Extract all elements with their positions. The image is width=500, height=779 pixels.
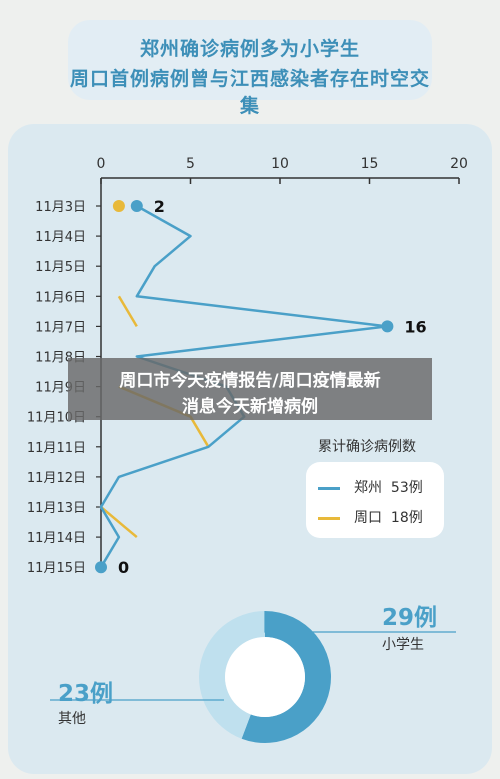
legend-total-zhoukou: 18例 (390, 510, 423, 526)
legend-swatch-zhoukou (318, 516, 340, 520)
data-label-0: 2 (154, 197, 165, 216)
overlay-line-2: 消息今天新增病例 (182, 397, 318, 417)
data-point-zhengzhou-0 (130, 200, 143, 212)
pie-value-students: 29例 (382, 605, 438, 631)
x-tick-label-4: 20 (450, 156, 468, 172)
pie-center-hole (225, 637, 305, 717)
legend-swatch-zhengzhou (318, 486, 340, 490)
legend-item-zhoukou: 周口 18例 (318, 507, 423, 527)
data-label-1: 16 (404, 317, 426, 336)
category-label-11: 11月14日 (27, 531, 86, 546)
x-tick-label-1: 5 (186, 156, 195, 172)
x-tick-label-0: 0 (97, 156, 106, 172)
title-line-2: 周口首例病例曾与江西感染者存在时空交集 (69, 68, 430, 117)
overlay-banner: 周口市今天疫情报告/周口疫情最新 消息今天新增病例 (68, 358, 432, 420)
data-point-zhengzhou-4 (381, 320, 394, 333)
category-label-9: 11月12日 (27, 471, 86, 486)
x-tick-label-2: 10 (271, 156, 289, 172)
x-tick-label-3: 15 (361, 156, 379, 172)
category-label-0: 11月3日 (35, 200, 86, 215)
data-label-2: 0 (118, 558, 129, 577)
title-line-1: 郑州确诊病例多为小学生 (139, 38, 360, 60)
pie-label-students: 小学生 (382, 637, 424, 653)
category-label-4: 11月7日 (35, 320, 86, 335)
legend-title: 累计确诊病例数 (318, 439, 416, 455)
legend-label-zhoukou: 周口 (354, 510, 382, 526)
pie-value-other: 23例 (58, 681, 114, 707)
legend-item-zhengzhou: 郑州 53例 (318, 477, 423, 497)
pie-slice-1 (198, 611, 265, 739)
category-label-3: 11月6日 (35, 290, 86, 305)
series-line-zhoukou-3 (100, 506, 138, 539)
category-label-10: 11月13日 (27, 501, 86, 516)
category-label-1: 11月4日 (35, 230, 86, 245)
data-point-zhoukou-0 (112, 200, 125, 212)
series-line-zhoukou-1 (117, 295, 138, 328)
legend-label-zhengzhou: 郑州 (354, 480, 382, 496)
category-label-12: 11月15日 (27, 561, 86, 576)
pie-leader-students (264, 611, 456, 633)
title-box: 郑州确诊病例多为小学生 周口首例病例曾与江西感染者存在时空交集 (68, 20, 432, 117)
legend-total-zhengzhou: 53例 (390, 480, 423, 496)
data-point-zhengzhou-12 (95, 561, 107, 574)
pie-label-other: 其他 (58, 711, 86, 727)
legend: 郑州 53例 周口 18例 (306, 462, 444, 538)
category-label-8: 11月11日 (27, 441, 86, 456)
overlay-line-1: 周口市今天疫情报告/周口疫情最新 (119, 371, 381, 391)
category-label-2: 11月5日 (35, 260, 86, 275)
pie-slice-0 (241, 611, 331, 744)
